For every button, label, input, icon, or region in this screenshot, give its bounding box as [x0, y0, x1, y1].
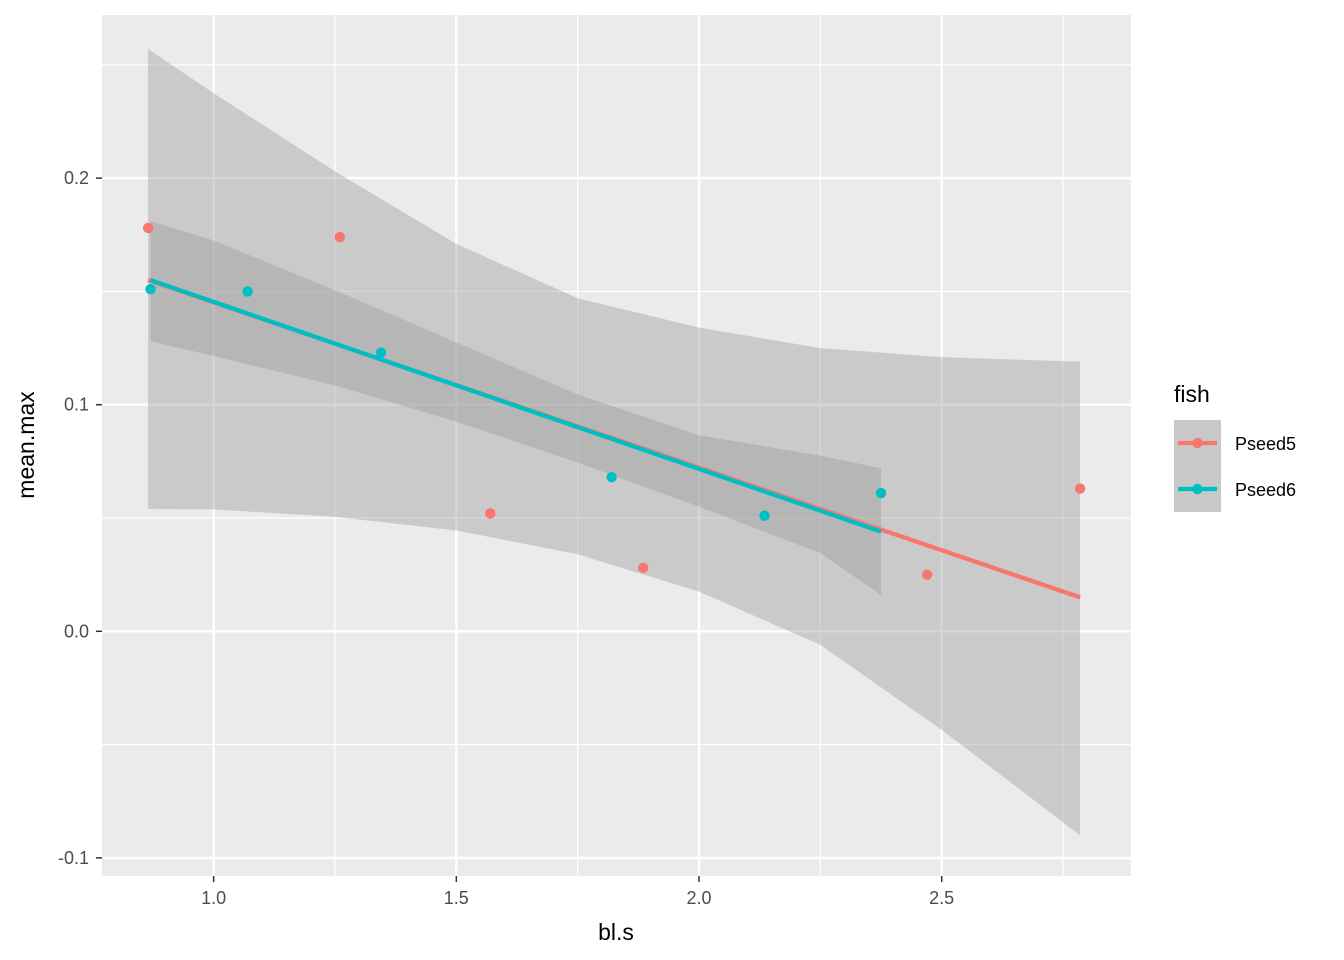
- point-pseed6: [242, 286, 253, 297]
- axis-ticks: [96, 177, 943, 882]
- legend: fish Pseed5 Pseed6: [1174, 381, 1296, 512]
- x-tick-labels: 1.0 1.5 2.0 2.5: [201, 888, 954, 908]
- point-pseed6: [606, 472, 617, 483]
- panel-background: [102, 15, 1131, 876]
- point-pseed6: [145, 283, 156, 295]
- x-tick-label: 2.0: [686, 888, 711, 908]
- y-tick-labels: -0.1 0.0 0.1 0.2: [58, 168, 89, 868]
- legend-keys: Pseed5 Pseed6: [1174, 420, 1296, 512]
- point-pseed5: [334, 231, 346, 243]
- point-pseed5: [921, 569, 933, 580]
- x-axis-title: bl.s: [598, 919, 634, 945]
- point-pseed5: [485, 508, 496, 519]
- x-tick-label: 1.0: [201, 888, 226, 908]
- legend-label-pseed6: Pseed6: [1235, 480, 1296, 500]
- point-pseed6: [759, 510, 770, 521]
- y-tick-label: -0.1: [58, 848, 89, 868]
- grid-major: [102, 15, 1131, 876]
- y-axis-title: mean.max: [13, 391, 39, 499]
- point-pseed6: [875, 487, 887, 499]
- fit-line-pseed6: [149, 278, 882, 534]
- legend-key-point-pseed5: [1192, 437, 1203, 449]
- y-tick-label: 0.2: [64, 168, 89, 188]
- legend-label-pseed5: Pseed5: [1235, 434, 1296, 454]
- grid-minor: [102, 15, 1131, 876]
- point-pseed5: [637, 562, 649, 574]
- data-points: [142, 222, 1086, 580]
- confidence-band-pseed5: [148, 48, 1081, 836]
- x-tick-label: 1.5: [444, 888, 469, 908]
- point-pseed5: [142, 222, 154, 234]
- point-pseed5: [1074, 483, 1086, 494]
- legend-title: fish: [1174, 381, 1210, 407]
- x-tick-label: 2.5: [929, 888, 954, 908]
- point-pseed6: [375, 347, 387, 358]
- legend-key-point-pseed6: [1192, 483, 1203, 495]
- y-tick-label: 0.1: [64, 395, 89, 415]
- y-tick-label: 0.0: [64, 621, 89, 641]
- fit-lines: [147, 278, 1081, 600]
